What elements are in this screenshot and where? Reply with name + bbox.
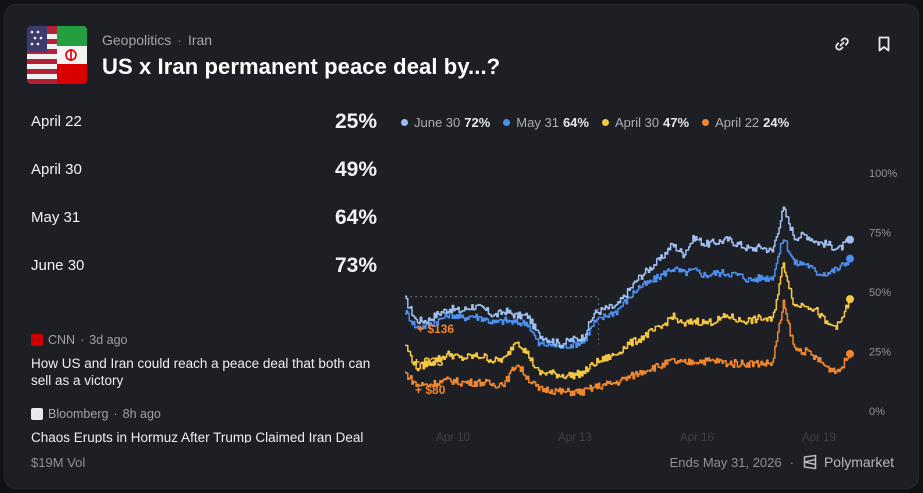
news-item-bloomberg[interactable]: Bloomberg · 8h ago Chaos Erupts in Hormuz … [31, 405, 383, 443]
series-line [405, 299, 851, 397]
x-tick-label: Apr 13 [558, 432, 592, 444]
legend-item: June 30 72% [401, 115, 490, 130]
outcome-row[interactable]: April 22 25% [31, 107, 377, 155]
legend-swatch [702, 119, 710, 126]
legend-swatch [401, 119, 408, 126]
legend-series-name: June 30 [414, 115, 461, 130]
legend-series-value: 24% [763, 115, 790, 130]
outcome-row[interactable]: April 30 49% [31, 155, 377, 203]
y-tick-label: 0% [869, 406, 885, 418]
volume-label: $19M Vol [31, 455, 86, 470]
x-tick-label: Apr 10 [436, 432, 470, 444]
legend-item: April 22 24% [702, 115, 789, 130]
trade-annotation: + $136 [417, 322, 454, 336]
breadcrumb-tag[interactable]: Iran [187, 32, 213, 48]
outcome-percent: 25% [334, 110, 377, 133]
header-actions [832, 34, 894, 54]
series-endpoint [846, 349, 854, 358]
market-header: Geopolitics · Iran US x Iran permanent pea… [27, 26, 896, 86]
polymarket-logo [803, 454, 817, 470]
legend-item: May 31 64% [503, 115, 589, 130]
x-tick-label: Apr 19 [802, 432, 836, 444]
series-line [405, 239, 851, 349]
legend-item: April 30 47% [601, 115, 690, 130]
outcome-label: May 31 [31, 209, 81, 226]
news-source-name: Bloomberg [48, 407, 109, 421]
series-endpoint [846, 235, 854, 244]
news-source-name: CNN [48, 333, 76, 347]
news-age: 8h ago [122, 407, 161, 421]
series-endpoint [846, 254, 854, 263]
end-date: Ends May 31, 2026 [669, 454, 782, 470]
trade-annotation: + $80 [415, 383, 446, 397]
market-card: Geopolitics · Iran US x Iran permanent pea… [4, 4, 919, 489]
news-feed: CNN · 3d ago How US and Iran could reach a… [31, 331, 383, 443]
news-headline[interactable]: How US and Iran could reach a peace deal… [31, 356, 371, 388]
legend-series-value: 72% [464, 115, 491, 130]
breadcrumb-category[interactable]: Geopolitics [102, 32, 172, 48]
price-chart: June 30 72% May 31 64% April 30 47% Apri… [395, 105, 915, 450]
outcome-label: June 30 [31, 257, 85, 274]
outcome-row[interactable]: May 31 64% [31, 203, 377, 251]
cnn-logo [31, 334, 43, 346]
y-tick-label: 75% [869, 228, 891, 240]
legend-series-name: April 30 [614, 115, 660, 130]
series-line [405, 262, 851, 380]
outcome-percent: 73% [334, 254, 377, 277]
outcome-percent: 49% [334, 158, 377, 181]
bloomberg-logo [31, 408, 43, 420]
y-tick-label: 25% [869, 347, 891, 359]
series-line [405, 206, 851, 349]
trade-annotation: + $33 [413, 355, 444, 369]
news-source: CNN · 3d ago [31, 331, 383, 349]
selection-marker [405, 296, 600, 345]
y-tick-label: 100% [869, 168, 897, 180]
legend-swatch [503, 119, 511, 126]
legend-series-name: May 31 [516, 115, 559, 130]
polymarket-link[interactable]: Polymarket [802, 454, 894, 470]
legend-swatch [601, 119, 609, 126]
news-source: Bloomberg · 8h ago [31, 405, 383, 423]
outcome-list: April 22 25% April 30 49% May 31 64% Jun… [31, 107, 377, 299]
legend-series-name: April 22 [715, 115, 760, 130]
news-item-cnn[interactable]: CNN · 3d ago How US and Iran could reach a… [31, 331, 383, 389]
brand-name: Polymarket [823, 454, 894, 470]
outcome-label: April 22 [31, 113, 82, 130]
chart-plot-area[interactable]: 0% 25% 50% 75% 100% Apr 10 Apr 13 Apr 16 Apr 19 +… [395, 105, 915, 450]
y-tick-label: 50% [869, 287, 891, 299]
news-age: 3d ago [89, 333, 128, 347]
link-icon[interactable] [832, 34, 852, 54]
legend-series-value: 47% [663, 115, 690, 130]
outcome-label: April 30 [31, 161, 82, 178]
us-iran-flag-image [27, 26, 87, 84]
news-headline[interactable]: Chaos Erupts in Hormuz After Trump Claim… [31, 430, 364, 443]
chart-legend: June 30 72% May 31 64% April 30 47% Apri… [401, 115, 789, 130]
outcome-percent: 64% [334, 206, 377, 229]
outcome-row[interactable]: June 30 73% [31, 251, 377, 299]
bookmark-icon[interactable] [874, 34, 894, 54]
x-tick-label: Apr 16 [680, 432, 714, 444]
market-footer: Ends May 31, 2026 · Polymarket [669, 454, 894, 470]
market-title[interactable]: US x Iran permanent peace deal by...? [102, 54, 501, 79]
legend-series-value: 64% [562, 115, 589, 130]
breadcrumb: Geopolitics · Iran [102, 32, 213, 48]
series-endpoint [846, 295, 854, 304]
